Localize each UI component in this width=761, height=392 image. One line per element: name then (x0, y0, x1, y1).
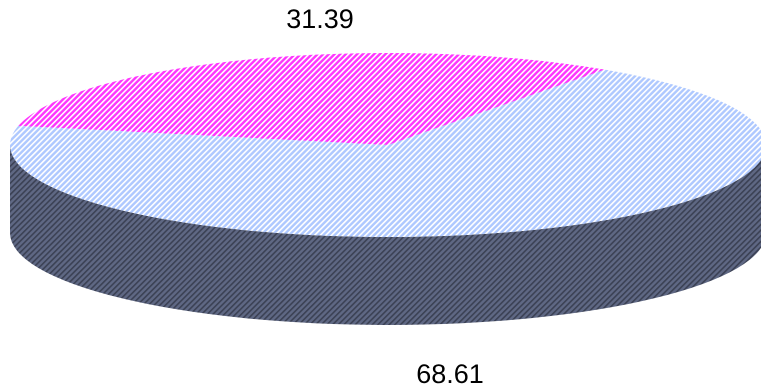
pie-slice-1 (18, 52, 605, 145)
pie-side-wall (10, 145, 761, 325)
pie-slice-2 (10, 69, 761, 237)
pie-slice-2-label: 68.61 (416, 359, 484, 389)
pie-slice-1-label: 31.39 (286, 4, 354, 34)
